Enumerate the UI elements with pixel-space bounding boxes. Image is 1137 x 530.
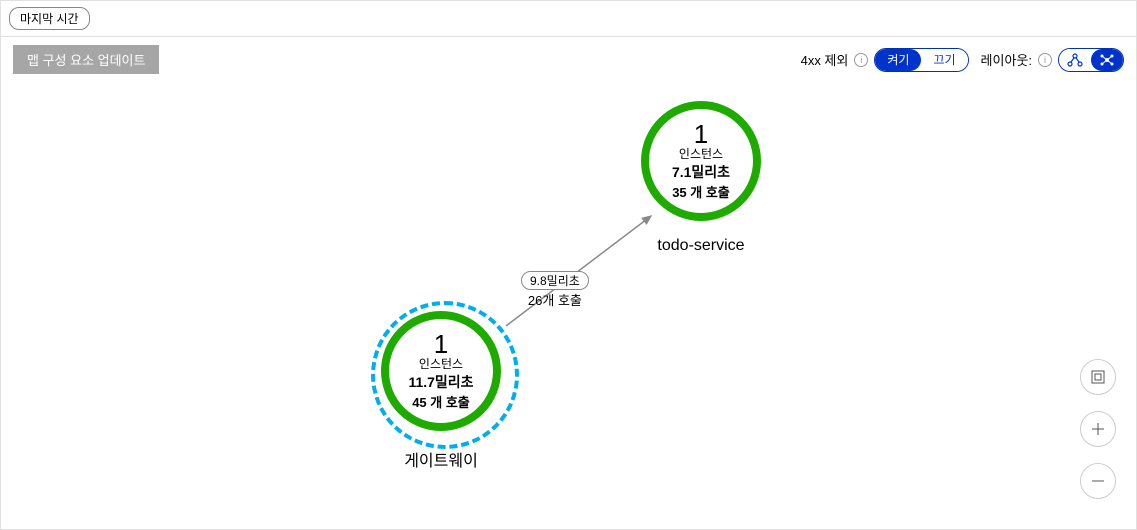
selection-ring — [371, 301, 519, 449]
fit-icon — [1091, 370, 1105, 384]
exclude-4xx-label: 4xx 제외 — [801, 50, 849, 69]
exclude-4xx-toggle[interactable]: 켜기 끄기 — [874, 48, 968, 72]
zoom-fit-button[interactable] — [1080, 359, 1116, 395]
node-name: 게이트웨이 — [381, 447, 501, 471]
node-gateway[interactable]: 1 인스턴스 11.7밀리초 45 개 호출 게이트웨이 — [381, 311, 501, 471]
plus-icon — [1091, 422, 1105, 436]
update-map-button[interactable]: 맵 구성 요소 업데이트 — [13, 45, 159, 74]
edge-calls: 26개 호출 — [528, 293, 582, 308]
layout-label: 레이아웃: — [981, 50, 1032, 69]
layout-toggle[interactable] — [1058, 48, 1124, 72]
info-icon[interactable]: i — [1038, 53, 1052, 67]
minus-icon — [1091, 474, 1105, 488]
toggle-on[interactable]: 켜기 — [875, 49, 921, 71]
layout-hierarchy-icon[interactable] — [1059, 49, 1091, 71]
layout-force-icon[interactable] — [1091, 49, 1123, 71]
node-instance-count: 1 — [694, 121, 708, 147]
info-icon[interactable]: i — [854, 53, 868, 67]
node-todo-service[interactable]: 1 인스턴스 7.1밀리초 35 개 호출 todo-service — [641, 101, 761, 255]
toggle-off[interactable]: 끄기 — [921, 49, 967, 71]
node-calls: 35 개 호출 — [672, 182, 730, 201]
edge-label: 9.8밀리초 26개 호출 — [521, 271, 589, 309]
map-canvas[interactable]: 9.8밀리초 26개 호출 1 인스턴스 11.7밀리초 45 개 호출 게이트… — [1, 81, 1136, 529]
node-latency: 7.1밀리초 — [672, 162, 730, 182]
zoom-in-button[interactable] — [1080, 411, 1116, 447]
node-instance-label: 인스턴스 — [679, 145, 723, 162]
edge-latency: 9.8밀리초 — [521, 271, 589, 290]
node-name: todo-service — [641, 237, 761, 255]
zoom-out-button[interactable] — [1080, 463, 1116, 499]
time-range-selector[interactable]: 마지막 시간 — [9, 7, 90, 30]
